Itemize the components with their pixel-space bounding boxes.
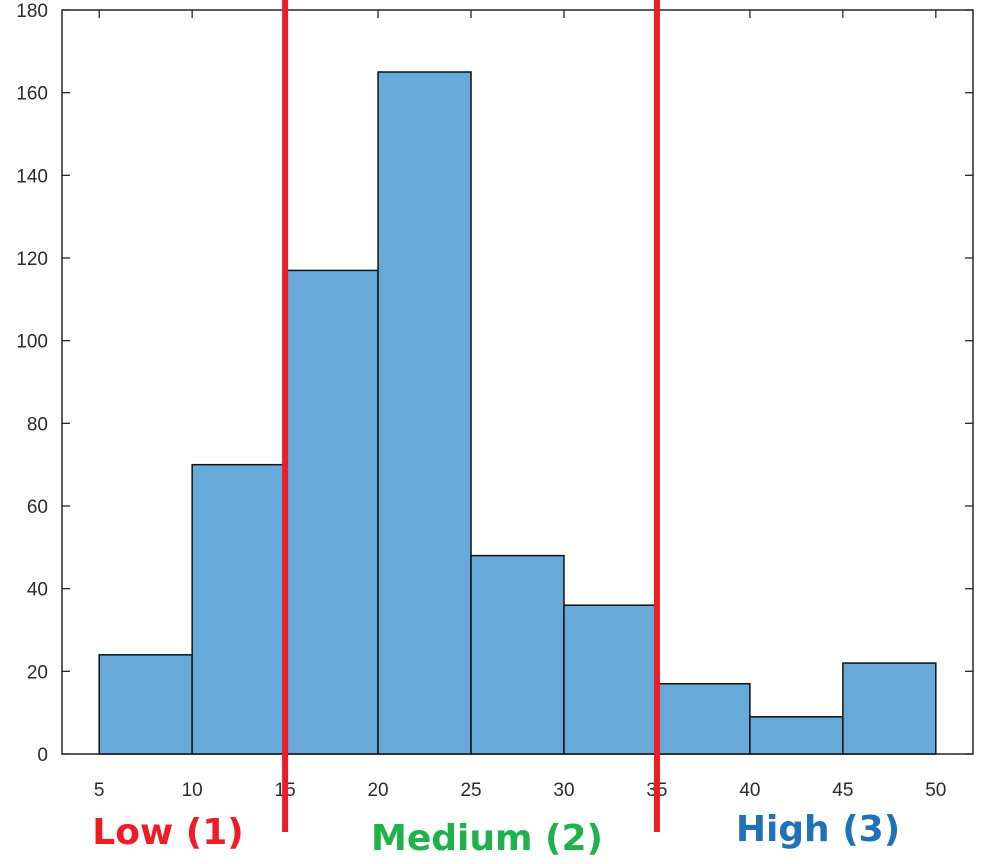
y-tick-label: 140 <box>16 166 48 187</box>
histogram-bar <box>842 662 937 755</box>
x-axis: 5101520253035404550 <box>94 10 946 801</box>
x-tick-label: 45 <box>832 780 853 801</box>
histogram-bar <box>284 269 379 755</box>
histogram-bar <box>470 554 565 755</box>
y-tick-label: 60 <box>27 497 48 518</box>
y-tick-label: 80 <box>27 414 48 435</box>
region-label-medium: Medium (2) <box>371 818 603 859</box>
histogram-bar <box>377 71 472 755</box>
x-tick-label: 30 <box>553 780 574 801</box>
y-tick-label: 20 <box>27 662 48 683</box>
x-tick-label: 40 <box>739 780 760 801</box>
x-tick-label: 5 <box>94 780 105 801</box>
histogram-bar <box>563 604 658 755</box>
threshold-lines <box>282 0 660 832</box>
y-tick-label: 40 <box>27 580 48 601</box>
y-tick-label: 100 <box>16 332 48 353</box>
region-label-low: Low (1) <box>92 812 243 853</box>
y-tick-label: 0 <box>37 745 48 766</box>
region-label-high: High (3) <box>736 809 900 850</box>
y-tick-label: 120 <box>16 249 48 270</box>
histogram-bars <box>98 71 937 755</box>
histogram-bar <box>98 654 193 755</box>
y-axis: 0 20 40 60 80 100 120 140 160 180 <box>16 1 973 766</box>
x-tick-label: 20 <box>367 780 388 801</box>
x-tick-label: 50 <box>925 780 946 801</box>
x-tick-label: 25 <box>460 780 481 801</box>
y-tick-label: 180 <box>16 1 48 22</box>
x-tick-label: 10 <box>182 780 203 801</box>
histogram-bar <box>656 682 751 755</box>
histogram-bar <box>749 716 844 755</box>
y-tick-label: 160 <box>16 84 48 105</box>
histogram-bar <box>191 463 286 755</box>
